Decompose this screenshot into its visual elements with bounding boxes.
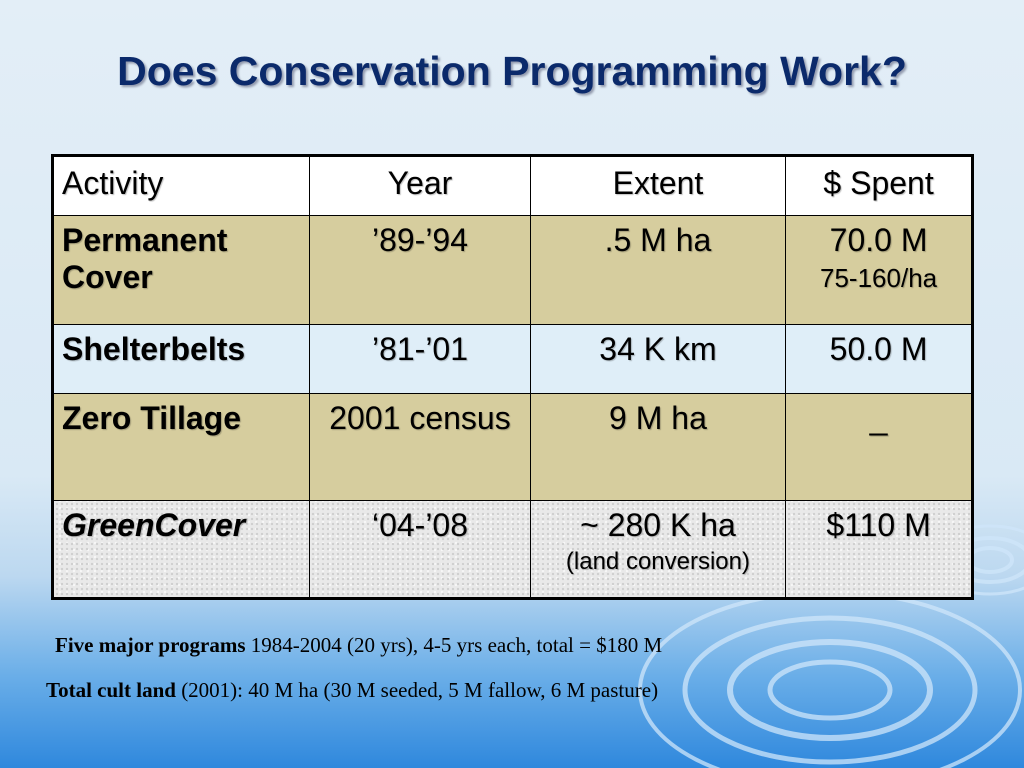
table-row: GreenCover ‘04-’08 ~ 280 K ha (land conv… xyxy=(51,500,973,599)
activity-text: Permanent Cover xyxy=(62,222,228,295)
header-activity: Activity xyxy=(51,155,311,216)
extent-note: (land conversion) xyxy=(565,548,750,575)
table-row: Zero Tillage 2001 census 9 M ha _ xyxy=(51,393,973,501)
note-bold-label: Total cult land xyxy=(46,678,176,702)
activity-cell: GreenCover xyxy=(51,500,311,599)
table-row: Permanent Cover ’89-’94 .5 M ha 70.0 M 7… xyxy=(51,215,973,325)
header-extent: Extent xyxy=(529,155,787,216)
cultivated-land-note: Total cult land (2001): 40 M ha (30 M se… xyxy=(46,678,658,703)
header-spent: $ Spent xyxy=(785,155,973,216)
spent-cell: _ xyxy=(785,393,973,501)
table-row: Shelterbelts ’81-’01 34 K km 50.0 M xyxy=(51,324,973,394)
extent-cell: ~ 280 K ha (land conversion) xyxy=(529,500,787,599)
extent-text: ~ 280 K ha xyxy=(580,507,736,543)
spent-note: 75-160/ha xyxy=(820,263,938,293)
extent-cell: 9 M ha xyxy=(529,393,787,501)
page-title: Does Conservation Programming Work? xyxy=(117,48,907,94)
spent-text: 70.0 M xyxy=(829,222,928,258)
activity-cell: Shelterbelts xyxy=(51,324,311,394)
activity-cell: Zero Tillage xyxy=(51,393,311,501)
extent-cell: .5 M ha xyxy=(529,215,787,325)
spent-cell: 70.0 M 75-160/ha xyxy=(785,215,973,325)
year-cell: ’89-’94 xyxy=(309,215,531,325)
note-text: 1984-2004 (20 yrs), 4-5 yrs each, total … xyxy=(245,633,663,657)
activity-cell: Permanent Cover xyxy=(51,215,311,325)
extent-cell: 34 K km xyxy=(529,324,787,394)
year-cell: 2001 census xyxy=(309,393,531,501)
header-year: Year xyxy=(309,155,531,216)
spent-cell: $110 M xyxy=(785,500,973,599)
note-text: (2001): 40 M ha (30 M seeded, 5 M fallow… xyxy=(175,678,659,702)
programs-note: Five major programs 1984-2004 (20 yrs), … xyxy=(55,633,662,658)
year-cell: ‘04-’08 xyxy=(309,500,531,599)
year-cell: ’81-’01 xyxy=(309,324,531,394)
spent-cell: 50.0 M xyxy=(785,324,973,394)
note-bold-label: Five major programs xyxy=(55,633,246,657)
programs-table: Activity Year Extent $ Spent Permanent C… xyxy=(51,154,974,600)
table-header-row: Activity Year Extent $ Spent xyxy=(51,155,973,216)
